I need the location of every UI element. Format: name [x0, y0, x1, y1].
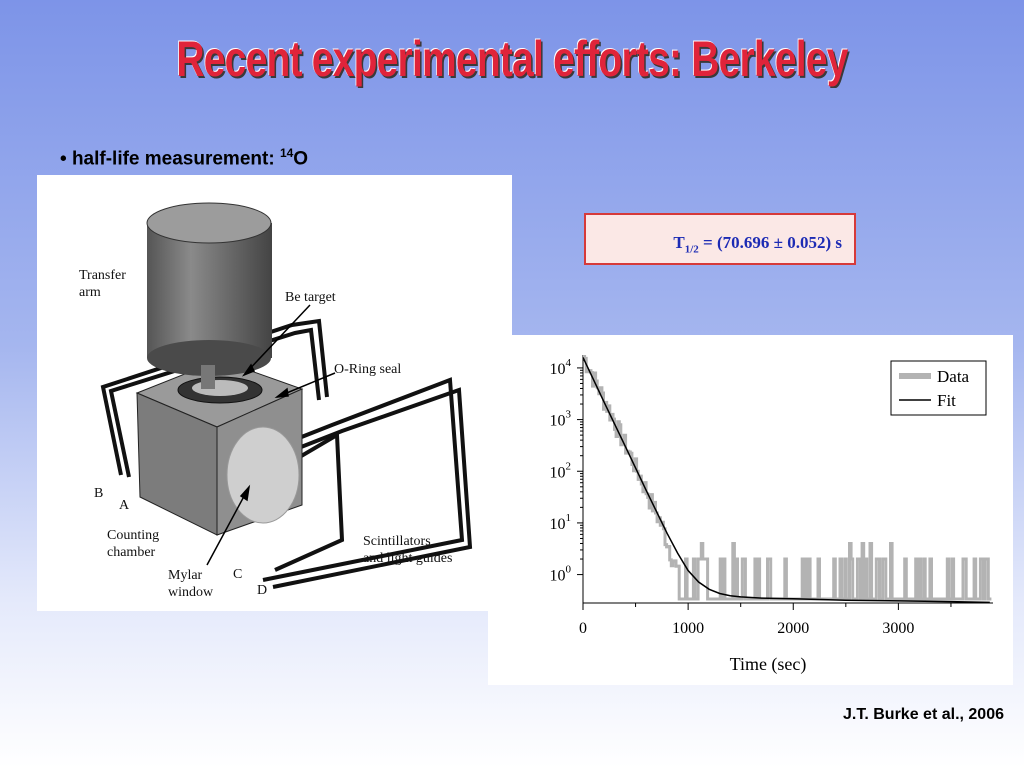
bullet-half-life: • half-life measurement: 14O	[60, 146, 308, 170]
half-life-result-box: T1/2 = (70.696 ± 0.052) s	[584, 213, 856, 265]
y-tick-label: 103	[550, 409, 572, 430]
label-mylar-window: Mylar window	[168, 568, 214, 600]
bullet-text: half-life measurement:	[71, 148, 280, 170]
be-target-disc	[192, 380, 248, 396]
label-counting-chamber: Counting chamber	[107, 528, 160, 560]
isotope-symbol: O	[293, 148, 309, 170]
decay-plot: 0 1000 2000 3000 104 103 102 101 100 Time (sec) Da…	[488, 335, 1013, 685]
fit-series-line	[582, 357, 990, 604]
legend-data-label: Data	[937, 367, 970, 386]
label-be-target: Be target	[285, 290, 336, 305]
x-axis-label: Time (sec)	[730, 654, 807, 675]
x-tick-label: 0	[579, 620, 587, 637]
label-arrows	[206, 304, 336, 566]
x-tick-label: 3000	[882, 620, 914, 637]
label-d: D	[257, 583, 268, 598]
label-a: A	[119, 498, 130, 513]
y-tick-label: 102	[550, 460, 572, 481]
y-tick-label: 104	[550, 357, 572, 378]
apparatus-diagram: Transfer arm Be target O-Ring seal B A C…	[37, 175, 512, 611]
legend-fit-label: Fit	[937, 391, 956, 410]
y-tick-label: 101	[550, 512, 572, 533]
x-tick-label: 2000	[777, 620, 809, 637]
label-scintillators: Scintillators and light guides	[363, 534, 453, 566]
transfer-arm-cylinder	[146, 202, 272, 389]
half-life-subscript: 1/2	[684, 243, 699, 256]
legend-box	[890, 360, 987, 416]
citation: J.T. Burke et al., 2006	[843, 706, 1004, 723]
label-o-ring-seal: O-Ring seal	[334, 362, 402, 377]
label-transfer-arm: Transfer arm	[79, 268, 126, 300]
half-life-value: = (70.696 ± 0.052) s	[698, 233, 842, 252]
label-c: C	[233, 567, 243, 582]
decay-chart: 0 1000 2000 3000 104 103 102 101 100 Time (sec) Da…	[550, 355, 993, 675]
apparatus-drawing	[100, 202, 473, 589]
data-series-line	[583, 355, 992, 601]
slide-title: Recent experimental efforts: Berkeley	[176, 31, 848, 87]
y-tick-label: 100	[550, 564, 572, 585]
x-tick-label: 1000	[672, 620, 704, 637]
isotope-mass-number: 14	[279, 146, 294, 160]
bullet-marker: •	[60, 148, 72, 170]
label-b: B	[94, 486, 104, 501]
half-life-symbol: T	[673, 233, 685, 252]
